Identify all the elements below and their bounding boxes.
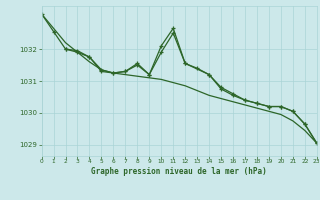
X-axis label: Graphe pression niveau de la mer (hPa): Graphe pression niveau de la mer (hPa) bbox=[91, 167, 267, 176]
